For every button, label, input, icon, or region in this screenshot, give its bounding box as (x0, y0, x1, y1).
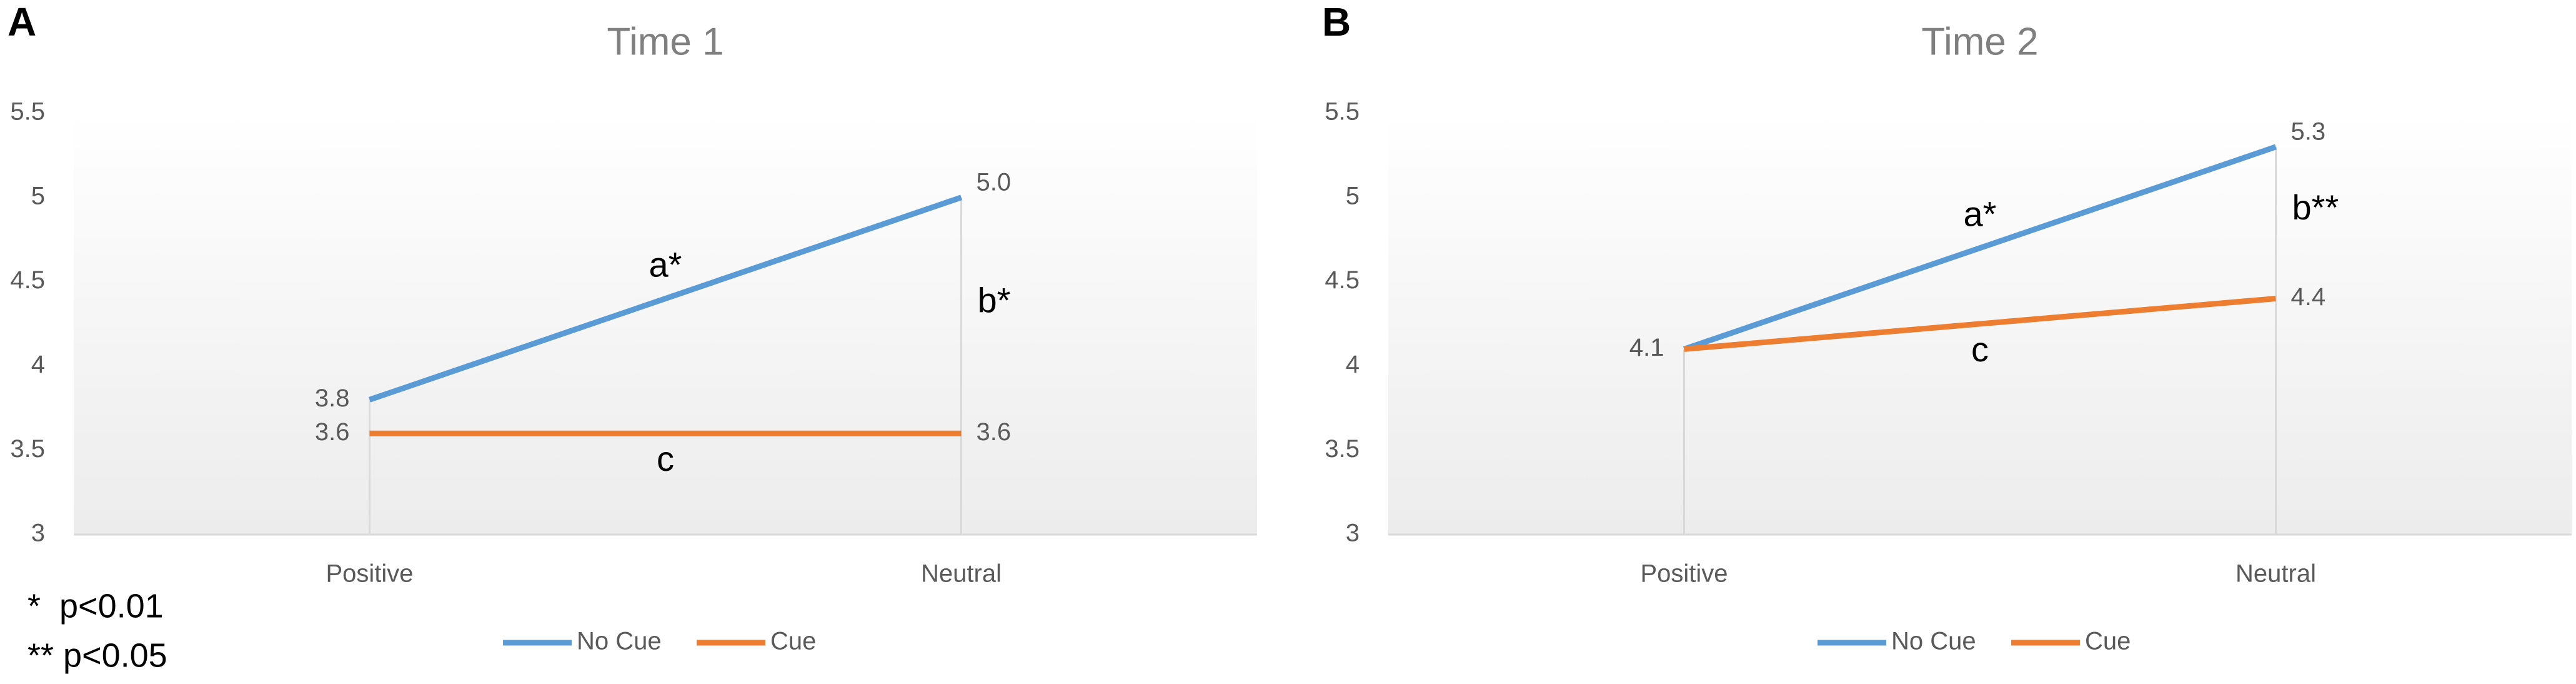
y-tick-label: 5.5 (10, 98, 45, 126)
footnote: * p<0.01 (27, 587, 164, 625)
y-tick-label: 4 (1346, 351, 1360, 378)
series-line (1683, 144, 2277, 352)
y-tick-label: 4.5 (10, 266, 45, 294)
annotation: a* (649, 244, 682, 284)
data-label: 3.6 (977, 418, 1012, 446)
annotation: a* (1964, 194, 1997, 233)
y-tick-label: 5 (1346, 182, 1360, 209)
panel-label: A (7, 0, 36, 44)
data-label: 4.1 (1629, 334, 1664, 361)
panel-label: B (1322, 0, 1351, 44)
x-tick-label: Positive (1640, 560, 1728, 588)
plot-background (74, 113, 1257, 535)
y-tick-label: 3 (1346, 520, 1360, 547)
data-label: 4.1 (1629, 334, 1664, 361)
data-label: 3.6 (315, 418, 350, 446)
series-line (369, 194, 962, 403)
chart-title: Time 1 (607, 20, 724, 63)
chart-title: Time 2 (1921, 20, 2038, 63)
y-tick-label: 3.5 (10, 435, 45, 463)
y-tick-label: 5.5 (1325, 98, 1360, 126)
legend-label: Cue (2085, 628, 2131, 655)
legend-label: No Cue (577, 628, 662, 655)
legend-label: No Cue (1891, 628, 1976, 655)
x-tick-label: Neutral (2235, 560, 2316, 588)
y-tick-label: 4.5 (1325, 266, 1360, 294)
x-tick-label: Neutral (921, 560, 1002, 588)
y-tick-label: 3.5 (1325, 435, 1360, 463)
annotation: b** (2292, 188, 2339, 227)
annotation: c (1971, 329, 1989, 369)
y-tick-label: 3 (31, 520, 45, 547)
x-tick-label: Positive (326, 560, 413, 588)
annotation: c (657, 439, 674, 478)
data-label: 3.8 (315, 385, 350, 412)
y-tick-label: 4 (31, 351, 45, 378)
data-label: 5.3 (2291, 118, 2326, 145)
data-label: 5.0 (977, 168, 1012, 196)
annotation: b* (978, 280, 1011, 319)
y-tick-label: 5 (31, 182, 45, 209)
series-line (1684, 296, 2276, 352)
legend-label: Cue (770, 628, 816, 655)
data-label: 4.4 (2291, 283, 2326, 311)
footnote: ** p<0.05 (27, 636, 167, 674)
